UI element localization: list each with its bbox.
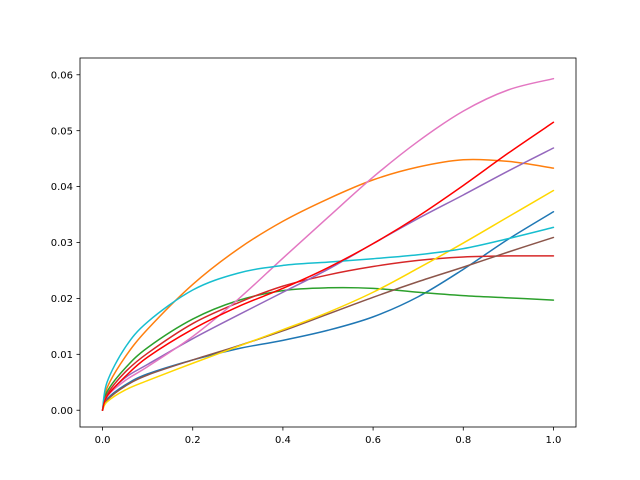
x-tick-label: 0.4: [275, 435, 291, 446]
y-tick-label: 0.00: [51, 406, 73, 417]
series-line-5: [101, 147, 555, 411]
x-tick-label: 1.0: [546, 435, 562, 446]
x-tick-label: 0.0: [95, 435, 111, 446]
series-line-9: [101, 226, 555, 411]
y-tick-label: 0.06: [51, 70, 73, 81]
series-line-3: [101, 286, 555, 411]
series-line-4: [101, 255, 555, 411]
x-tick-label: 0.6: [365, 435, 381, 446]
x-tick-label: 0.8: [455, 435, 471, 446]
x-axis-ticks: 0.0 0.2 0.4 0.6 0.8 1.0: [95, 427, 562, 446]
series-line-1: [101, 211, 555, 411]
series-line-8: [101, 189, 555, 411]
y-tick-label: 0.03: [51, 238, 73, 249]
series-layer: [101, 77, 555, 411]
series-line-2: [101, 158, 555, 411]
x-tick-label: 0.2: [185, 435, 201, 446]
y-tick-label: 0.01: [51, 350, 73, 361]
y-tick-label: 0.02: [51, 294, 73, 305]
y-axis-ticks: 0.00 0.01 0.02 0.03 0.04 0.05 0.06: [51, 70, 80, 417]
series-line-6: [101, 236, 555, 411]
series-line-10: [101, 121, 555, 411]
series-line-7: [101, 77, 555, 411]
y-tick-label: 0.04: [51, 182, 73, 193]
y-tick-label: 0.05: [51, 126, 73, 137]
